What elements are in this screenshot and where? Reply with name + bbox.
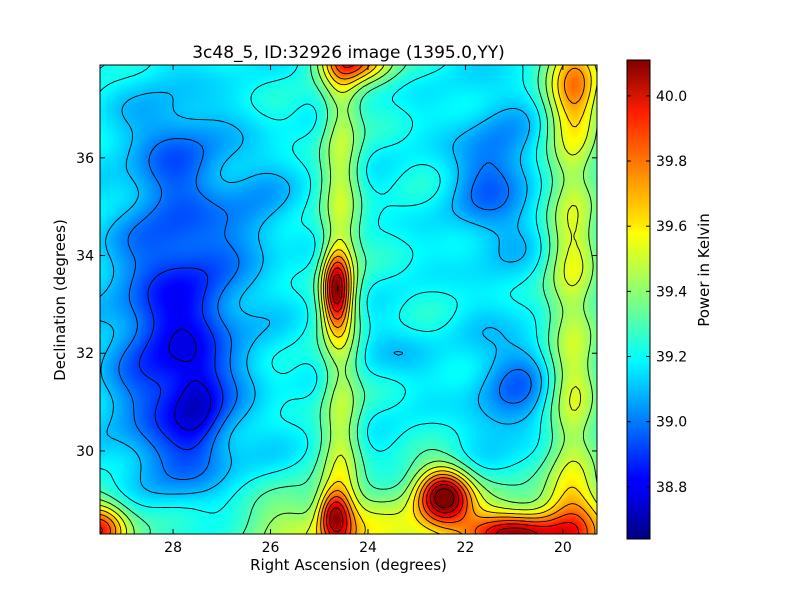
colorbar-tick-label: 40.0 — [656, 89, 687, 105]
colorbar-tick-label: 39.4 — [656, 284, 687, 300]
contour-line — [138, 267, 224, 451]
y-tick-label: 36 — [76, 151, 94, 167]
plot-area — [99, 64, 598, 535]
colorbar-ticks: 38.8 39.0 39.2 39.4 39.6 39.8 40.0 — [627, 89, 687, 496]
contour-line — [329, 273, 539, 534]
colorbar-tick-label: 39.2 — [656, 350, 687, 366]
colorbar-label: Power in Kelvin — [695, 213, 713, 327]
contour-line — [100, 65, 597, 534]
x-tick-label: 28 — [164, 540, 182, 556]
contour-line — [100, 65, 580, 534]
contour-line — [100, 65, 549, 514]
contour-line — [100, 65, 556, 534]
contour-line — [336, 285, 455, 509]
colorbar: 38.8 39.0 39.2 39.4 39.6 39.8 40.0 Power in Ke… — [626, 59, 713, 540]
colorbar-gradient — [626, 59, 651, 540]
contour-line — [168, 328, 212, 431]
contour-line — [100, 65, 597, 534]
x-tick-label: 22 — [457, 540, 475, 556]
chart-title: 3c48_5, ID:32926 image (1395.0,YY) — [192, 43, 505, 63]
y-axis-ticks: 30 32 34 36 — [76, 151, 597, 460]
contour-line — [100, 65, 597, 534]
colorbar-tick-label: 39.0 — [656, 415, 687, 431]
x-tick-label: 20 — [554, 540, 572, 556]
x-tick-label: 24 — [359, 540, 377, 556]
x-axis-label: Right Ascension (degrees) — [250, 556, 447, 574]
contour-line — [100, 91, 542, 495]
y-tick-label: 34 — [76, 249, 94, 265]
contour-line — [100, 65, 596, 534]
plot-frame — [99, 64, 598, 535]
x-axis-ticks: 28 26 24 22 20 — [164, 65, 572, 556]
colorbar-tick-label: 39.6 — [656, 219, 687, 235]
y-axis-label: Declination (degrees) — [51, 219, 69, 381]
contour-line — [118, 138, 532, 480]
y-tick-label: 32 — [76, 346, 94, 362]
y-tick-label: 30 — [76, 444, 94, 460]
contour-line — [100, 65, 588, 534]
colorbar-tick-label: 38.8 — [656, 480, 687, 496]
colorbar-tick-label: 39.8 — [656, 154, 687, 170]
contour-lines — [100, 65, 597, 534]
x-tick-label: 26 — [262, 540, 280, 556]
